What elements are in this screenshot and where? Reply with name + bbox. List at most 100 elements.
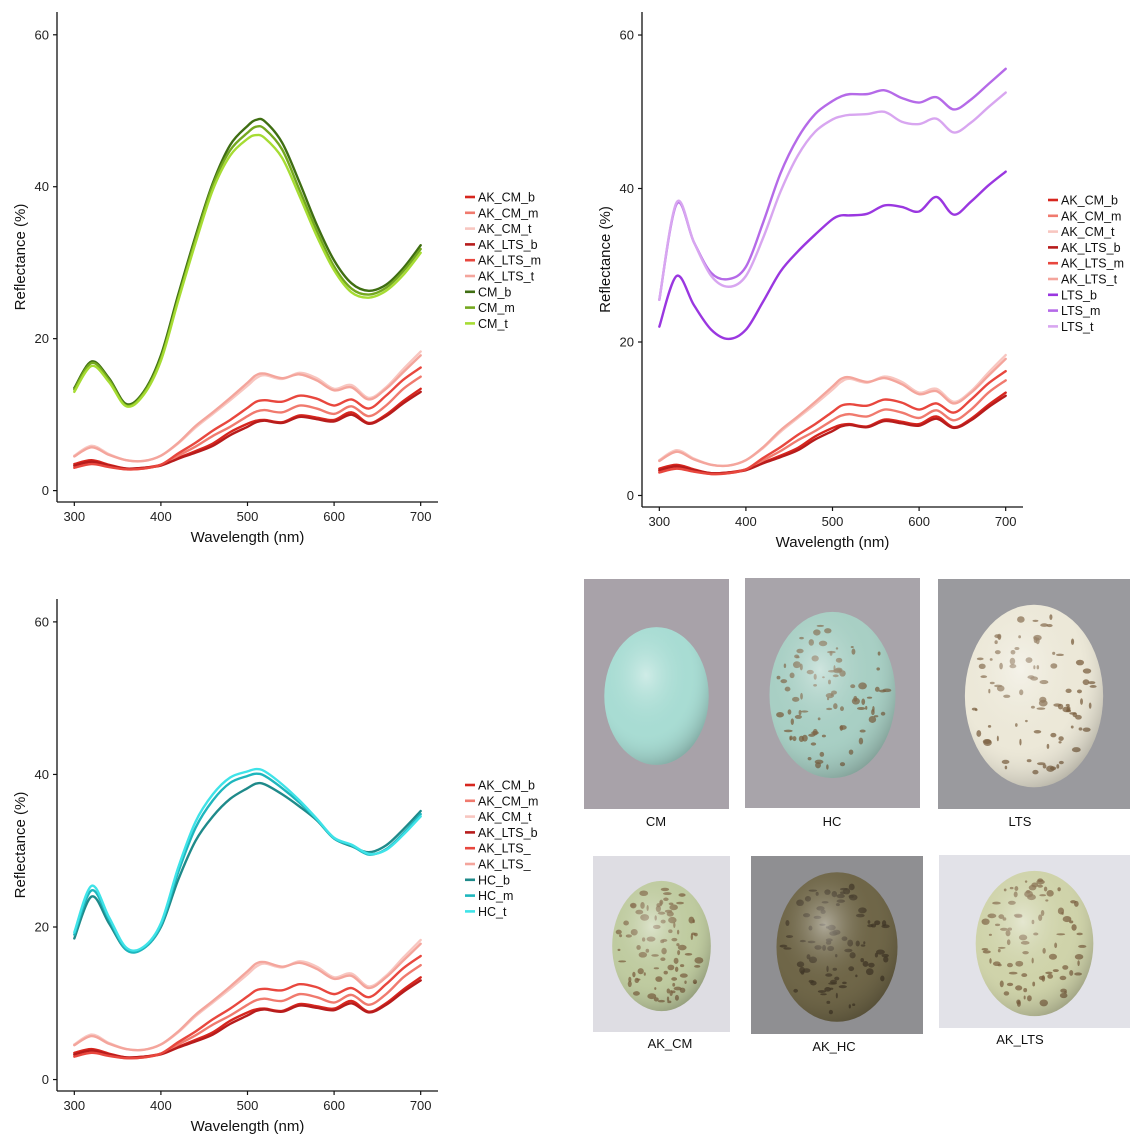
x-tick-label: 600: [323, 1098, 345, 1113]
series-line-ak-cm-b: [658, 391, 1007, 475]
series-line-ak-lts-b: [73, 979, 422, 1059]
y-tick-label: 40: [35, 767, 49, 782]
x-axis-title: Wavelength (nm): [191, 529, 305, 546]
chart-panel-hc: 0 20 40 60 300 400 500 600 700 Wavelength (nm) Ref…: [12, 599, 538, 1135]
photo-caption-ak-cm: AK_CM: [647, 1036, 693, 1051]
egg-shading: [975, 870, 1094, 1017]
series-line-cm-t: [73, 133, 422, 408]
legend-label-ak-lts-b: AK_LTS_b: [478, 238, 538, 252]
egg-photo-ak-cm: [593, 856, 730, 1032]
egg-photo-cm: [584, 579, 729, 809]
legend-label-ak-cm-t: AK_CM_t: [478, 810, 532, 824]
legend-label-hc-b: HC_b: [478, 873, 510, 887]
series-line-cm-b: [73, 117, 422, 406]
legend-label-ak-lts-b: AK_LTS_b: [478, 826, 538, 840]
legend: AK_CM_bAK_CM_m AK_CM_t AK_LTS_b AK_LTS_m AK_…: [1048, 194, 1124, 334]
x-tick-label: 400: [150, 509, 172, 524]
x-tick-label: 700: [410, 509, 432, 524]
legend-label-ak-lts: AK_LTS_: [478, 858, 532, 872]
legend-label-ak-lts-m: AK_LTS_m: [478, 254, 541, 268]
legend-label-ak-cm-b: AK_CM_b: [478, 779, 535, 793]
series-line-ak-lts: [73, 942, 422, 1052]
egg-shading: [604, 627, 709, 765]
x-tick-label: 300: [63, 1098, 85, 1113]
x-tick-label: 300: [648, 514, 670, 529]
series-line-ak-cm-b: [73, 976, 422, 1059]
x-tick-label: 600: [908, 514, 930, 529]
y-tick-label: 60: [620, 28, 634, 43]
legend-label-ak-cm-b: AK_CM_b: [478, 191, 535, 205]
legend-label-ak-lts-t: AK_LTS_t: [1061, 273, 1118, 287]
y-tick-label: 20: [35, 920, 49, 935]
x-tick-label: 500: [237, 509, 259, 524]
y-tick-label: 40: [620, 181, 634, 196]
x-tick-label: 500: [237, 1098, 259, 1113]
egg-photo-ak-hc: [751, 856, 923, 1034]
series-line-hc-b: [73, 781, 422, 954]
egg-shading: [612, 880, 711, 1012]
photo-caption-ak-lts: AK_LTS: [996, 1032, 1044, 1047]
egg-illustration: [593, 856, 730, 1032]
series-line-ak-cm-b: [73, 387, 422, 470]
egg-photo-ak-lts: [939, 855, 1130, 1028]
legend: AK_CM_bAK_CM_m AK_CM_t AK_LTS_b AK_LTS_m AK_…: [465, 191, 541, 331]
legend-label-ak-cm-m: AK_CM_m: [478, 206, 538, 220]
legend-label-ak-cm-t: AK_CM_t: [1061, 225, 1115, 239]
series-line-ak-lts-t: [658, 357, 1007, 468]
y-tick-label: 0: [42, 1072, 49, 1087]
series-line-cm-m: [73, 124, 422, 408]
legend-label-lts-m: LTS_m: [1061, 304, 1100, 318]
series-line-lts-t: [658, 91, 1007, 301]
legend-label-lts-t: LTS_t: [1061, 320, 1094, 334]
series-line-lts-m: [658, 67, 1007, 301]
egg-illustration: [938, 579, 1130, 809]
legend-label-cm-b: CM_b: [478, 285, 511, 299]
photo-caption-lts: LTS: [1008, 814, 1032, 829]
x-tick-label: 500: [822, 514, 844, 529]
legend-label-ak-cm-m: AK_CM_m: [1061, 209, 1121, 223]
series-line-ak-lts-t: [73, 354, 422, 463]
y-tick-label: 60: [35, 27, 49, 42]
egg-shading: [776, 872, 898, 1022]
y-axis-title: Reflectance (%): [12, 792, 29, 899]
legend-label-ak-cm-t: AK_CM_t: [478, 222, 532, 236]
egg-illustration: [745, 578, 920, 808]
chart-panel-lts: 0 20 40 60 300 400 500 600 700 Wavelength (nm) Ref…: [597, 12, 1124, 551]
legend-label-lts-b: LTS_b: [1061, 288, 1097, 302]
legend-label-cm-m: CM_m: [478, 301, 515, 315]
x-tick-label: 400: [150, 1098, 172, 1113]
y-tick-label: 40: [35, 179, 49, 194]
egg-shading: [769, 611, 896, 779]
legend-label-ak-cm-m: AK_CM_m: [478, 794, 538, 808]
series-line-hc-m: [73, 772, 422, 954]
legend-label-hc-m: HC_m: [478, 889, 513, 903]
legend-label-ak-lts-t: AK_LTS_t: [478, 270, 535, 284]
y-axis-title: Reflectance (%): [12, 204, 29, 311]
photo-caption-cm: CM: [645, 814, 667, 829]
series-line-ak-lts-m: [73, 366, 422, 471]
egg-illustration: [751, 856, 923, 1034]
legend-label-ak-lts-m: AK_LTS_m: [1061, 257, 1124, 271]
x-tick-label: 300: [63, 509, 85, 524]
series-line-ak-lts-m: [658, 369, 1007, 476]
series-line-hc-t: [73, 767, 422, 952]
y-tick-label: 20: [620, 335, 634, 350]
egg-shading: [964, 604, 1104, 788]
x-tick-label: 600: [323, 509, 345, 524]
legend-label-ak-lts-b: AK_LTS_b: [1061, 241, 1121, 255]
x-axis-title: Wavelength (nm): [776, 534, 890, 551]
egg-photo-hc: [745, 578, 920, 808]
x-tick-label: 700: [995, 514, 1017, 529]
x-tick-label: 700: [410, 1098, 432, 1113]
y-tick-label: 60: [35, 614, 49, 629]
legend: AK_CM_bAK_CM_m AK_CM_t AK_LTS_b AK_LTS_ AK_L…: [465, 779, 538, 919]
chart-panel-cm: 0 20 40 60 300 400 500 600 700 Wavelength (nm) Ref…: [12, 12, 541, 546]
legend-label-ak-lts: AK_LTS_: [478, 842, 532, 856]
legend-label-hc-t: HC_t: [478, 905, 507, 919]
egg-illustration: [584, 579, 729, 809]
series-line-ak-lts: [73, 954, 422, 1060]
photo-caption-ak-hc: AK_HC: [812, 1039, 856, 1054]
y-tick-label: 0: [627, 488, 634, 503]
egg-illustration: [939, 855, 1130, 1028]
series-line-ak-lts-b: [658, 394, 1007, 475]
